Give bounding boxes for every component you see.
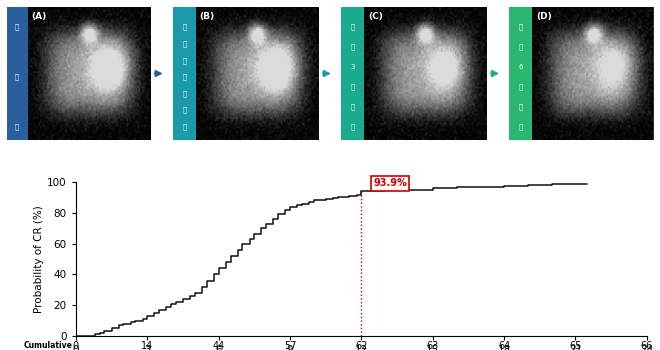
Text: 획: 획 [182, 124, 187, 130]
Text: 료: 료 [350, 44, 355, 50]
Text: 0: 0 [73, 341, 79, 350]
Bar [532, 7, 655, 140]
Text: 64: 64 [498, 341, 510, 350]
Text: 93.9%: 93.9% [374, 178, 407, 188]
Text: 65: 65 [569, 341, 581, 350]
Text: 료: 료 [182, 90, 187, 97]
Text: 6: 6 [519, 64, 523, 70]
Y-axis label: Probability of CR (%): Probability of CR (%) [34, 205, 44, 313]
Text: 57: 57 [284, 341, 296, 350]
Text: (C): (C) [368, 12, 383, 21]
Text: Cumulative
No. of CR: Cumulative No. of CR [24, 341, 73, 350]
Text: 월: 월 [350, 104, 355, 110]
Bar [28, 7, 150, 140]
Text: 후: 후 [519, 124, 523, 130]
Text: 개: 개 [519, 84, 523, 90]
Text: 3: 3 [350, 64, 355, 70]
Text: 계: 계 [182, 107, 187, 113]
Text: 63: 63 [426, 341, 439, 350]
Text: 성: 성 [182, 40, 187, 47]
Text: 개: 개 [350, 84, 355, 90]
Text: 자: 자 [182, 57, 187, 64]
Text: 66: 66 [641, 341, 653, 350]
Text: (A): (A) [32, 12, 47, 21]
Text: (D): (D) [536, 12, 552, 21]
Text: 62: 62 [355, 341, 368, 350]
Text: 후: 후 [350, 124, 355, 130]
Text: 14: 14 [141, 341, 153, 350]
Text: 치: 치 [182, 74, 187, 80]
Text: 전: 전 [14, 124, 18, 130]
Text: 양: 양 [182, 24, 187, 30]
Text: (B): (B) [200, 12, 214, 21]
Text: 치: 치 [350, 24, 355, 30]
Text: 치: 치 [519, 24, 523, 30]
Text: 료: 료 [14, 74, 18, 80]
Text: 월: 월 [519, 104, 523, 110]
Bar [364, 7, 487, 140]
Text: 44: 44 [213, 341, 225, 350]
Bar [5, 7, 28, 140]
Bar [173, 7, 196, 140]
Bar [196, 7, 319, 140]
Bar [510, 7, 532, 140]
Bar [341, 7, 364, 140]
Text: 료: 료 [519, 44, 523, 50]
Text: 치: 치 [14, 24, 18, 30]
